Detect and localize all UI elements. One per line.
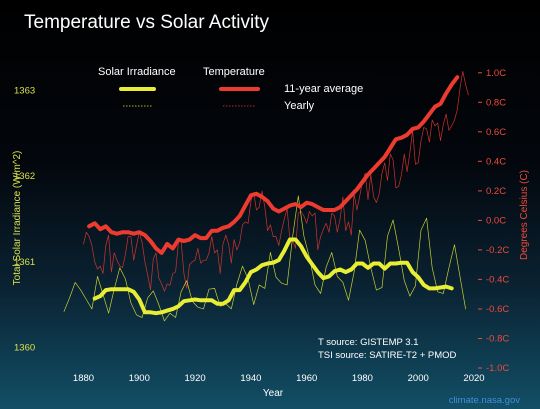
solar-irradiance-yearly-line — [63, 195, 466, 322]
legend-header-temperature: Temperature — [203, 66, 265, 78]
y-right-tick-label: 0.6C — [486, 127, 506, 138]
legend-label-yearly: Yearly — [284, 100, 315, 112]
legend-header-solar: Solar Irradiance — [98, 66, 176, 78]
x-tick-label: 2000 — [408, 373, 429, 384]
x-tick-label: 2020 — [463, 373, 484, 384]
y-right-tick-label: 0.2C — [486, 186, 506, 197]
x-axis-label: Year — [263, 388, 284, 399]
chart-title: Temperature vs Solar Activity — [24, 12, 269, 33]
temperature-yearly-line — [83, 70, 469, 292]
y-axis-left-label: Total Solar Irradiance (W/m^2) — [12, 151, 23, 286]
y-right-tick-label: 0.0C — [486, 215, 506, 226]
x-tick-label: 1880 — [73, 373, 94, 384]
x-tick-label: 1980 — [352, 373, 373, 384]
series-layer — [63, 70, 469, 322]
left-axis: 1360 1361 1362 1363 — [14, 86, 35, 354]
y-right-tick-label: -0.4C — [486, 274, 509, 285]
legend: Solar Irradiance Temperature 11-year ave… — [98, 66, 363, 112]
x-axis: 1880 1900 1920 1940 1960 1980 2000 2020 — [73, 373, 485, 384]
solar-irradiance-average-line — [92, 237, 454, 316]
y-left-tick-label: 1362 — [14, 171, 35, 182]
source-note-irradiance: TSI source: SATIRE-T2 + PMOD — [318, 350, 457, 361]
credit-link[interactable]: climate.nasa.gov — [449, 395, 521, 406]
x-tick-label: 1900 — [129, 373, 150, 384]
temperature-average-line — [87, 75, 460, 255]
x-tick-label: 1920 — [185, 373, 206, 384]
y-axis-right-label: Degrees Celsius (C) — [519, 170, 530, 260]
y-right-tick-label: 0.4C — [486, 156, 506, 167]
y-right-tick-label: -0.8C — [486, 334, 509, 345]
y-right-tick-label: 1.0C — [486, 68, 506, 79]
x-tick-label: 1940 — [240, 373, 261, 384]
y-left-tick-label: 1363 — [14, 86, 35, 97]
y-left-tick-label: 1361 — [14, 257, 35, 268]
right-axis: -1.0C -0.8C -0.6C -0.4C -0.2C 0.0C 0.2C 0.4C 0.6… — [478, 68, 509, 374]
y-left-tick-label: 1360 — [14, 342, 35, 353]
y-right-tick-label: -0.2C — [486, 245, 509, 256]
x-tick-label: 1960 — [296, 373, 317, 384]
legend-label-average: 11-year average — [284, 83, 363, 95]
y-right-tick-label: -0.6C — [486, 304, 509, 315]
source-note-temperature: T source: GISTEMP 3.1 — [318, 337, 419, 348]
y-right-tick-label: -1.0C — [486, 363, 509, 374]
y-right-tick-label: 0.8C — [486, 97, 506, 108]
